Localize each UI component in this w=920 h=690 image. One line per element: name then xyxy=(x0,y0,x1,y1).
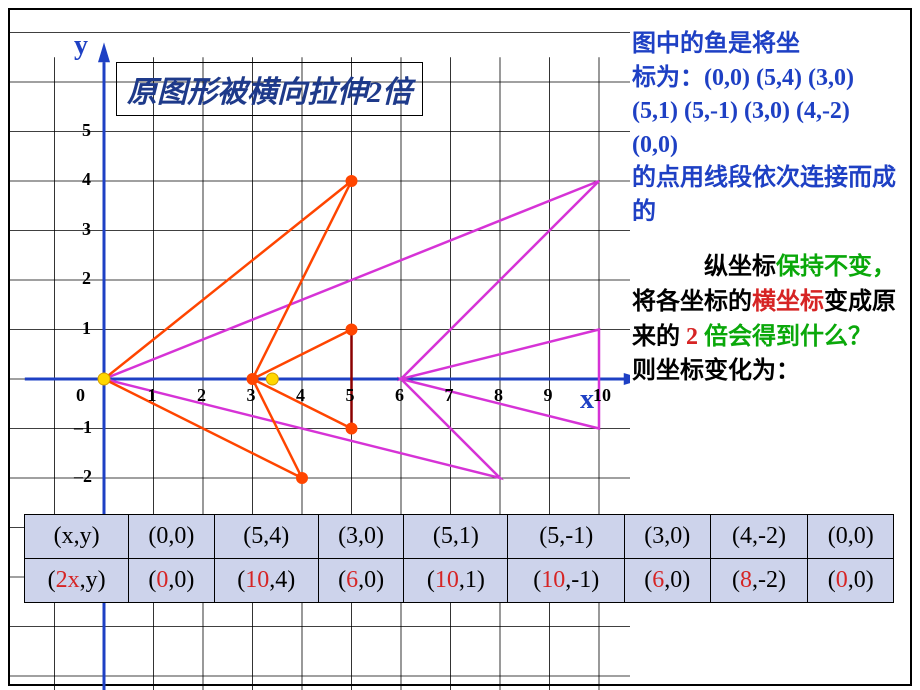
x-axis-label: x xyxy=(580,384,594,416)
table-cell: (3,0) xyxy=(625,515,711,559)
table-cell: (0,0) xyxy=(808,559,894,603)
table-cell: (5,1) xyxy=(404,515,508,559)
table-cell: (6,0) xyxy=(625,559,711,603)
table-cell: (8,-2) xyxy=(710,559,808,603)
table-cell: (10,4) xyxy=(214,559,318,603)
chart-title: 原图形被横向拉伸2倍 xyxy=(116,62,423,116)
table-cell: (4,-2) xyxy=(710,515,808,559)
table-cell: (5,4) xyxy=(214,515,318,559)
table-cell: (0,0) xyxy=(129,515,215,559)
table-header-xy: (x,y) xyxy=(25,515,129,559)
table-cell: (0,0) xyxy=(808,515,894,559)
y-axis-label: y xyxy=(74,30,88,62)
table-header-2xy: (2x,y) xyxy=(25,559,129,603)
table-cell: (3,0) xyxy=(318,515,404,559)
table-cell: (10,1) xyxy=(404,559,508,603)
description-top: 图中的鱼是将坐 标为：(0,0) (5,4) (3,0) (5,1) (5,-1… xyxy=(632,28,900,230)
table-cell: (5,-1) xyxy=(508,515,625,559)
coordinate-table: (x,y) (0,0)(5,4)(3,0)(5,1)(5,-1)(3,0)(4,… xyxy=(24,514,894,603)
table-cell: (0,0) xyxy=(129,559,215,603)
table-cell: (6,0) xyxy=(318,559,404,603)
table-cell: (10,-1) xyxy=(508,559,625,603)
description-bottom: 纵坐标保持不变，将各坐标的横坐标变成原来的 2 倍会得到什么？ 则坐标变化为： xyxy=(632,250,900,389)
